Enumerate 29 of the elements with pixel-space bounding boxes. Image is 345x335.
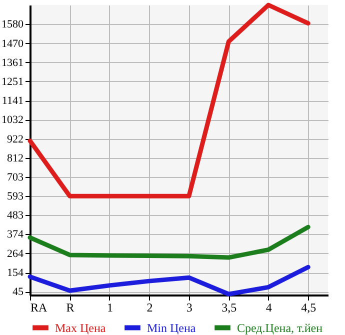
y-tick-label: 1361 [2, 56, 24, 69]
y-tick-label: 45 [12, 286, 24, 298]
x-tick-label: 3 [186, 300, 192, 314]
legend-label: Max Цена [55, 320, 106, 335]
y-tick-label: 1251 [2, 76, 24, 88]
legend-label: Сред.Цена, т.йен [237, 320, 324, 335]
y-tick-label: 154 [7, 267, 24, 280]
y-tick-label: 264 [7, 248, 24, 260]
x-tick-label: RA [30, 300, 48, 314]
legend-label: Min Цена [147, 320, 196, 335]
y-tick-label: 1470 [2, 38, 24, 50]
line-series [28, 224, 310, 260]
y-tick-label: 593 [7, 190, 24, 203]
x-tick-label: 2 [146, 300, 153, 314]
y-tick-label: 922 [7, 133, 24, 146]
y-tick-label: 703 [7, 171, 24, 184]
x-tick-label: 4 [266, 300, 272, 314]
y-tick-label: 374 [7, 228, 24, 241]
y-tick-label: 1032 [2, 114, 24, 126]
line-series [28, 2, 310, 198]
y-tick-label: 812 [7, 152, 24, 164]
line-series [28, 264, 310, 296]
x-tick-label: 3,5 [222, 300, 237, 314]
x-tick-label: R [66, 300, 74, 314]
y-tick-label: 1141 [2, 95, 24, 108]
x-tick-label: 4,5 [301, 300, 316, 314]
y-tick-label: 1580 [2, 18, 24, 31]
x-tick-label: 1 [106, 300, 113, 314]
y-tick-label: 483 [7, 210, 24, 222]
